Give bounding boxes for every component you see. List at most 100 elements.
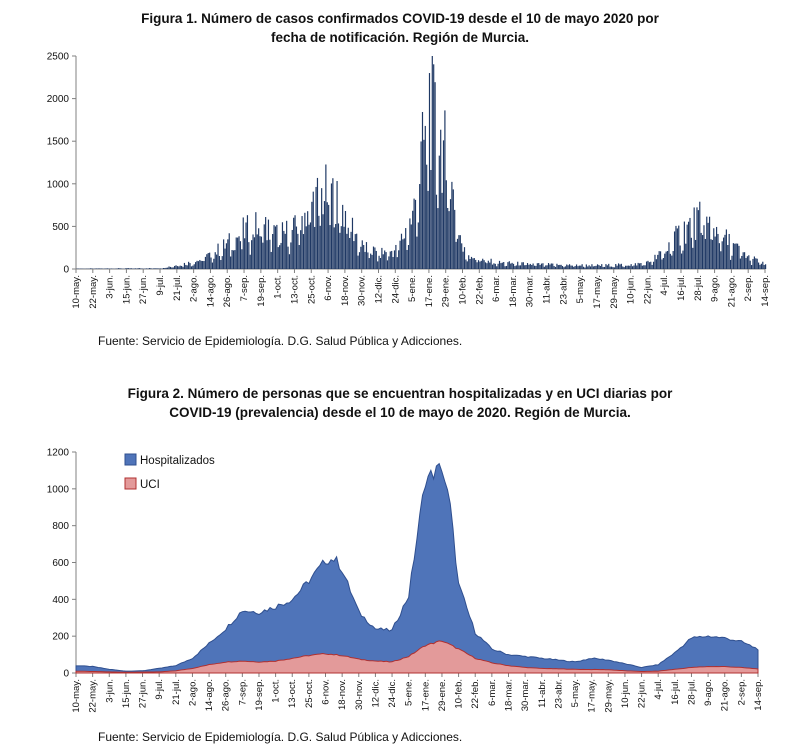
fig2-x-tick-label: 14-sep. [753,679,764,711]
fig1-x-tick-label: 5-may. [575,275,586,303]
fig1-bar [223,239,225,269]
fig1-bar [760,263,762,269]
fig1-bar [127,268,130,269]
fig1-bar [469,258,471,269]
fig2-x-tick-label: 19-sep. [254,679,265,711]
fig1-bar [482,258,484,269]
fig1-bar [573,266,575,269]
fig1-bar [626,265,628,269]
fig1-bar [525,265,527,269]
fig1-bar [601,264,603,269]
fig1-bar [609,266,611,269]
fig1-bar [332,178,334,269]
figure1-chart: 0 500 1000 1500 2000 2500 10-may. 22-may. 3-jun.… [47,52,771,309]
fig1-bar [633,265,635,269]
fig1-bar [260,236,263,269]
fig1-bar [153,268,155,269]
fig1-bar [279,245,281,269]
fig1-bar [248,242,250,269]
fig1-bar [406,249,408,269]
fig1-x-tick-label: 21-jul. [172,275,183,301]
fig1-bar [253,237,256,269]
fig1-bar [463,247,466,269]
fig1-bar [239,241,242,269]
fig1-x-tick-label: 14-sep. [760,275,771,307]
fig1-bar [462,251,464,269]
fig2-x-tick-label: 10-may. [71,679,82,713]
fig1-bar [139,268,141,269]
fig1-bar [582,266,585,269]
fig1-bar [494,263,496,269]
fig2-x-tick-label: 3-jun. [104,679,115,703]
fig1-bar [176,266,179,269]
fig1-bar [137,268,139,269]
fig1-bar [696,207,698,269]
fig1-bar [580,265,582,269]
fig1-bar [399,240,401,269]
legend-label-uci: UCI [140,479,160,491]
fig1-bar [203,261,205,269]
fig1-bar [644,265,646,269]
fig1-bar [435,194,438,269]
fig1-bar [294,215,296,269]
fig2-x-tick-label: 29-may. [603,679,614,713]
fig2-x-tick-label: 16-jul. [670,679,681,705]
fig1-bar [343,226,345,269]
fig1-bar [433,64,435,269]
fig1-bar [262,242,264,269]
fig1-bar [589,266,592,269]
fig2-x-tick-label: 22-may. [88,679,99,713]
fig1-bar [140,268,142,269]
fig2-x-tick-label: 7-sep. [237,679,248,705]
fig1-bar [619,264,621,269]
fig1-bar [232,250,235,269]
fig1-bar [578,265,580,269]
fig2-y-tick-label: 0 [63,669,69,680]
fig1-bar [728,233,730,269]
fig1-bar [497,263,499,269]
fig1-bar [125,268,127,269]
fig2-x-tick-label: 5-may. [570,679,581,707]
fig1-bar [438,155,440,269]
fig1-bar [652,261,655,269]
fig1-x-tick-label: 9-ago. [710,275,721,302]
fig1-bar [480,260,482,269]
fig1-bar [106,268,108,269]
fig2-y-tick-label: 200 [52,632,69,643]
fig1-bar [689,217,691,269]
fig1-bar [743,252,746,269]
fig1-bar [263,224,265,269]
fig1-bar [486,263,488,269]
fig1-bar [741,255,743,269]
fig1-bar [259,236,261,269]
fig1-bar [484,262,487,269]
fig2-x-tick-label: 27-jun. [138,679,149,708]
fig1-bar [148,268,151,269]
fig1-bar [167,267,169,269]
fig1-bar [179,265,181,269]
fig1-bar [175,265,177,269]
fig1-bar [329,225,331,269]
fig1-bar [739,258,741,269]
fig1-bar [528,264,530,269]
fig1-bar [758,262,760,269]
fig1-bar [636,265,638,269]
fig1-bar [566,264,568,269]
fig1-y-tick-label: 2000 [47,94,70,105]
fig2-x-tick-label: 18-mar. [503,679,514,711]
fig1-bar [323,201,326,269]
fig1-bar [280,242,282,269]
fig1-bar [510,263,512,269]
fig1-bar [77,268,79,269]
fig1-bar [287,246,289,269]
fig1-bar [225,243,228,269]
fig2-y-tick-label: 600 [52,558,69,569]
fig1-bar [437,208,439,269]
fig1-bar [512,263,515,269]
fig1-bar [346,233,348,269]
fig2-x-tick-label: 13-oct. [287,679,298,708]
fig1-bar [641,265,643,269]
fig1-bar [560,264,562,269]
fig2-series-uci [75,640,759,674]
fig1-bar [596,264,599,269]
